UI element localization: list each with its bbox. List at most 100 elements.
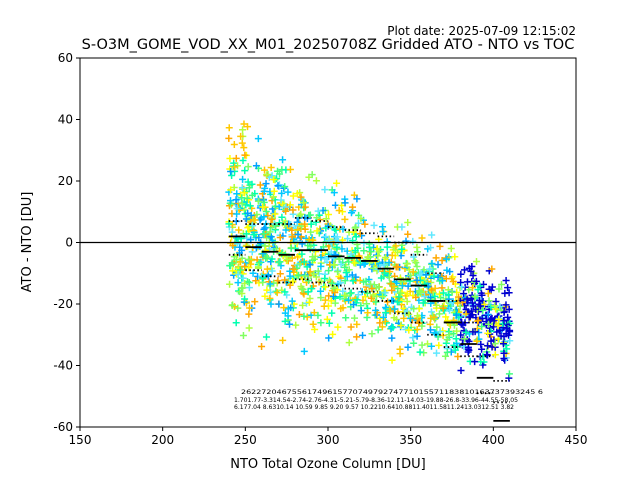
data-point [289, 265, 297, 273]
data-point [367, 280, 375, 288]
data-point [372, 306, 380, 314]
data-point [472, 277, 480, 285]
data-point [255, 259, 263, 267]
data-point [431, 329, 439, 337]
data-point [484, 311, 492, 319]
data-point [385, 273, 393, 281]
data-point [446, 268, 454, 276]
data-point [452, 335, 460, 343]
data-point [370, 221, 378, 229]
data-point [278, 189, 286, 197]
data-point [334, 323, 342, 331]
data-point [447, 244, 455, 252]
data-point [412, 293, 420, 301]
data-point [325, 319, 333, 327]
data-point [281, 317, 289, 325]
y-tick-label: 20 [58, 174, 73, 188]
data-point [262, 254, 270, 262]
data-point [461, 335, 469, 343]
data-point [308, 285, 316, 293]
data-point [313, 214, 321, 222]
data-point [230, 140, 238, 148]
data-point [311, 325, 319, 333]
data-point [303, 313, 311, 321]
data-point [474, 286, 482, 294]
data-point [372, 298, 380, 306]
data-point [295, 271, 303, 279]
data-point [270, 187, 278, 195]
data-point [300, 312, 308, 320]
plot-frame [79, 57, 577, 428]
data-point [309, 253, 317, 261]
data-point [263, 286, 271, 294]
data-point [241, 167, 249, 175]
data-point [497, 281, 505, 289]
data-point [491, 340, 499, 348]
data-point [339, 287, 347, 295]
data-point [452, 311, 460, 319]
data-point [472, 305, 480, 313]
data-point [398, 245, 406, 253]
data-point [295, 311, 303, 319]
data-point [431, 292, 439, 300]
data-point [284, 312, 292, 320]
data-point [314, 267, 322, 275]
data-point [263, 265, 271, 273]
data-point [245, 196, 253, 204]
data-point [398, 223, 406, 231]
data-point [413, 325, 421, 333]
data-point [253, 210, 261, 218]
data-point [374, 252, 382, 260]
data-point [430, 272, 438, 280]
data-point [245, 264, 253, 272]
x-tick-label: 450 [565, 433, 588, 447]
data-point [228, 172, 236, 180]
scatter-points [225, 120, 514, 382]
data-point [404, 343, 412, 351]
data-point [267, 288, 275, 296]
data-point [382, 319, 390, 327]
data-point [261, 224, 269, 232]
data-point [239, 156, 247, 164]
data-point [342, 269, 350, 277]
data-point [364, 253, 372, 261]
data-point [312, 177, 320, 185]
data-point [239, 332, 247, 340]
data-point [317, 287, 325, 295]
data-point [314, 207, 322, 215]
data-point [321, 296, 329, 304]
data-point [251, 298, 259, 306]
data-point [266, 228, 274, 236]
data-point [333, 243, 341, 251]
data-point [255, 234, 263, 242]
data-point [330, 189, 338, 197]
data-point [370, 264, 378, 272]
data-point [242, 201, 250, 209]
data-point [410, 253, 418, 261]
data-point [292, 321, 300, 329]
data-point [325, 211, 333, 219]
data-point [485, 297, 493, 305]
data-point [252, 244, 260, 252]
data-point [500, 354, 508, 362]
data-point [381, 317, 389, 325]
data-point [301, 203, 309, 211]
data-point [341, 263, 349, 271]
data-point [300, 290, 308, 298]
data-point [428, 286, 436, 294]
y-tick-label: -60 [53, 420, 73, 434]
data-point [426, 326, 434, 334]
data-point [337, 260, 345, 268]
data-point [485, 320, 493, 328]
data-point [349, 277, 357, 285]
data-point [261, 292, 269, 300]
data-point [252, 277, 260, 285]
data-point [471, 292, 479, 300]
data-point [402, 237, 410, 245]
data-point [317, 294, 325, 302]
data-point [279, 156, 287, 164]
data-point [271, 210, 279, 218]
data-point [241, 279, 249, 287]
x-tick-label: 300 [317, 433, 340, 447]
data-point [383, 243, 391, 251]
